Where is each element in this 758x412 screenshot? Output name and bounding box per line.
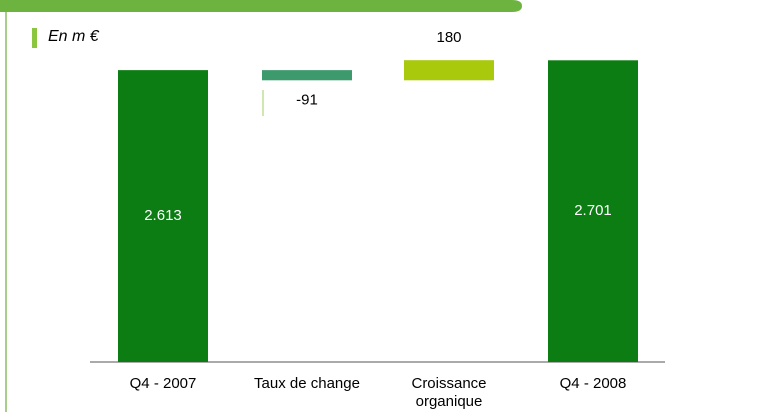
- value-label: 180: [436, 29, 461, 46]
- unit-label: En m €: [48, 28, 99, 45]
- x-tick-label: Croissance organique: [411, 375, 487, 410]
- bar: [118, 70, 208, 362]
- x-tick-label: Q4 - 2008: [559, 375, 627, 392]
- value-label: 2.701: [574, 202, 612, 219]
- header-bar: [0, 0, 522, 12]
- unit-marker: [32, 28, 37, 48]
- bar: [404, 60, 494, 81]
- left-rule: [5, 12, 7, 412]
- x-tick-label: Q4 - 2007: [129, 375, 197, 392]
- bar: [262, 70, 352, 81]
- value-label: 2.613: [144, 207, 182, 224]
- value-label: -91: [296, 91, 318, 108]
- bar: [548, 60, 638, 362]
- x-tick-label: Taux de change: [254, 375, 360, 392]
